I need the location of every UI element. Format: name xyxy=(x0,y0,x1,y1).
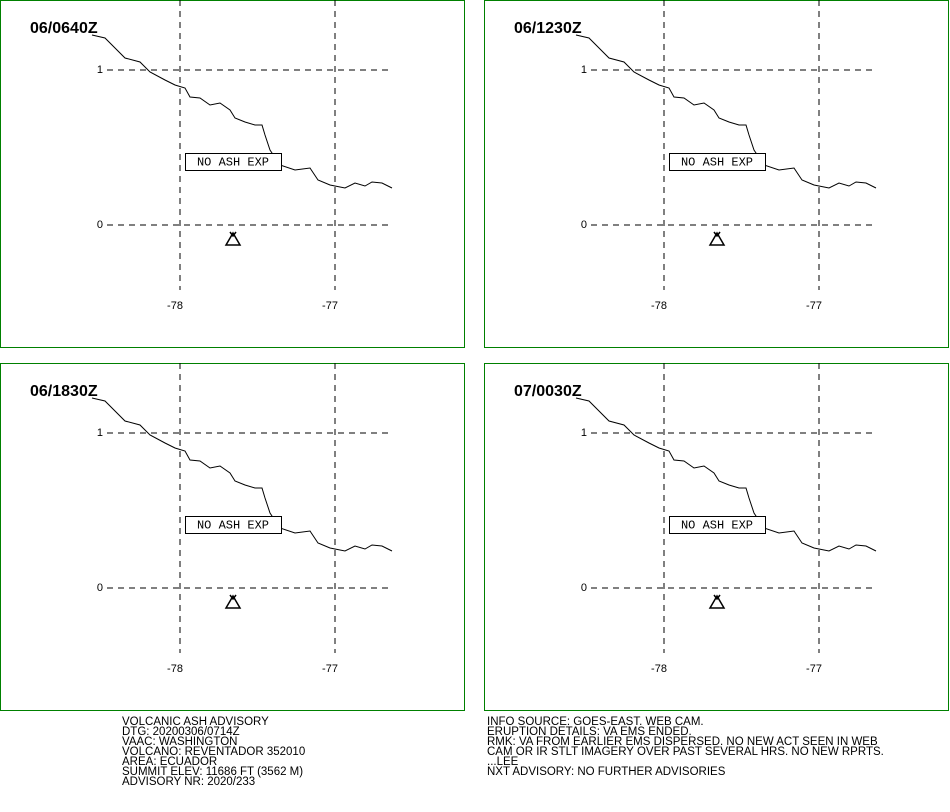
annotation-box xyxy=(669,153,766,171)
map-panel: 06/1230Z 1 0 -78 -77 NO ASH EXP xyxy=(484,0,949,348)
volcano-symbol xyxy=(708,594,726,609)
advisory-line: VOLCANIC ASH ADVISORY xyxy=(122,716,269,728)
lat-label: 0 xyxy=(97,219,103,231)
lat-label: 0 xyxy=(581,219,587,231)
advisory-line: ...LEE xyxy=(487,756,519,768)
coastline xyxy=(91,34,393,189)
panel-border xyxy=(484,0,949,348)
annotation-box xyxy=(185,153,282,171)
panel-border xyxy=(484,363,949,711)
advisory-line: VAAC: WASHINGTON xyxy=(122,736,237,748)
lat-label: 0 xyxy=(97,582,103,594)
lat-label: 1 xyxy=(97,427,103,439)
advisory-line: VOLCANO: REVENTADOR 352010 xyxy=(122,746,305,758)
map-panel: 06/1830Z 1 0 -78 -77 NO ASH EXP xyxy=(0,363,465,711)
coastline xyxy=(575,397,877,552)
annotation-box xyxy=(185,516,282,534)
lon-label: -78 xyxy=(651,300,667,312)
advisory-line: NXT ADVISORY: NO FURTHER ADVISORIES xyxy=(487,766,726,778)
lon-label: -78 xyxy=(167,300,183,312)
panel-border xyxy=(0,363,465,711)
lat-label: 0 xyxy=(581,582,587,594)
advisory-line: RMK: VA FROM EARLIER EMS DISPERSED. NO N… xyxy=(487,736,878,748)
lon-label: -77 xyxy=(806,663,822,675)
advisory-line: ERUPTION DETAILS: VA EMS ENDED. xyxy=(487,726,692,738)
annotation: NO ASH EXP xyxy=(197,519,269,533)
advisory-line: DTG: 20200306/0714Z xyxy=(122,726,240,738)
map-panel: 07/0030Z 1 0 -78 -77 NO ASH EXP xyxy=(484,363,949,711)
lat-label: 1 xyxy=(97,64,103,76)
advisory-line: CAM OR IR STLT IMAGERY OVER PAST SEVERAL… xyxy=(487,746,884,758)
lon-label: -77 xyxy=(806,300,822,312)
lon-label: -77 xyxy=(322,663,338,675)
volcano-symbol xyxy=(224,231,242,246)
map-panel: 06/0640Z 1 0 -78 -77 NO ASH EXP xyxy=(0,0,465,348)
volcano-symbol xyxy=(224,594,242,609)
annotation: NO ASH EXP xyxy=(681,519,753,533)
lon-label: -78 xyxy=(167,663,183,675)
lat-label: 1 xyxy=(581,427,587,439)
annotation: NO ASH EXP xyxy=(681,156,753,170)
lon-label: -77 xyxy=(322,300,338,312)
lon-label: -78 xyxy=(651,663,667,675)
advisory-line: AREA: ECUADOR xyxy=(122,756,217,768)
coastline xyxy=(575,34,877,189)
panel-time: 06/1830Z xyxy=(30,383,98,400)
lat-label: 1 xyxy=(581,64,587,76)
coastline xyxy=(91,397,393,552)
volcano-symbol xyxy=(708,231,726,246)
advisory-line: INFO SOURCE: GOES-EAST. WEB CAM. xyxy=(487,716,704,728)
advisory-line: ADVISORY NR: 2020/233 xyxy=(122,776,255,788)
annotation-box xyxy=(669,516,766,534)
panel-time: 06/0640Z xyxy=(30,20,98,37)
panel-time: 07/0030Z xyxy=(514,383,582,400)
panel-time: 06/1230Z xyxy=(514,20,582,37)
annotation: NO ASH EXP xyxy=(197,156,269,170)
advisory-line: SUMMIT ELEV: 11686 FT (3562 M) xyxy=(122,766,303,778)
panel-border xyxy=(0,0,465,348)
